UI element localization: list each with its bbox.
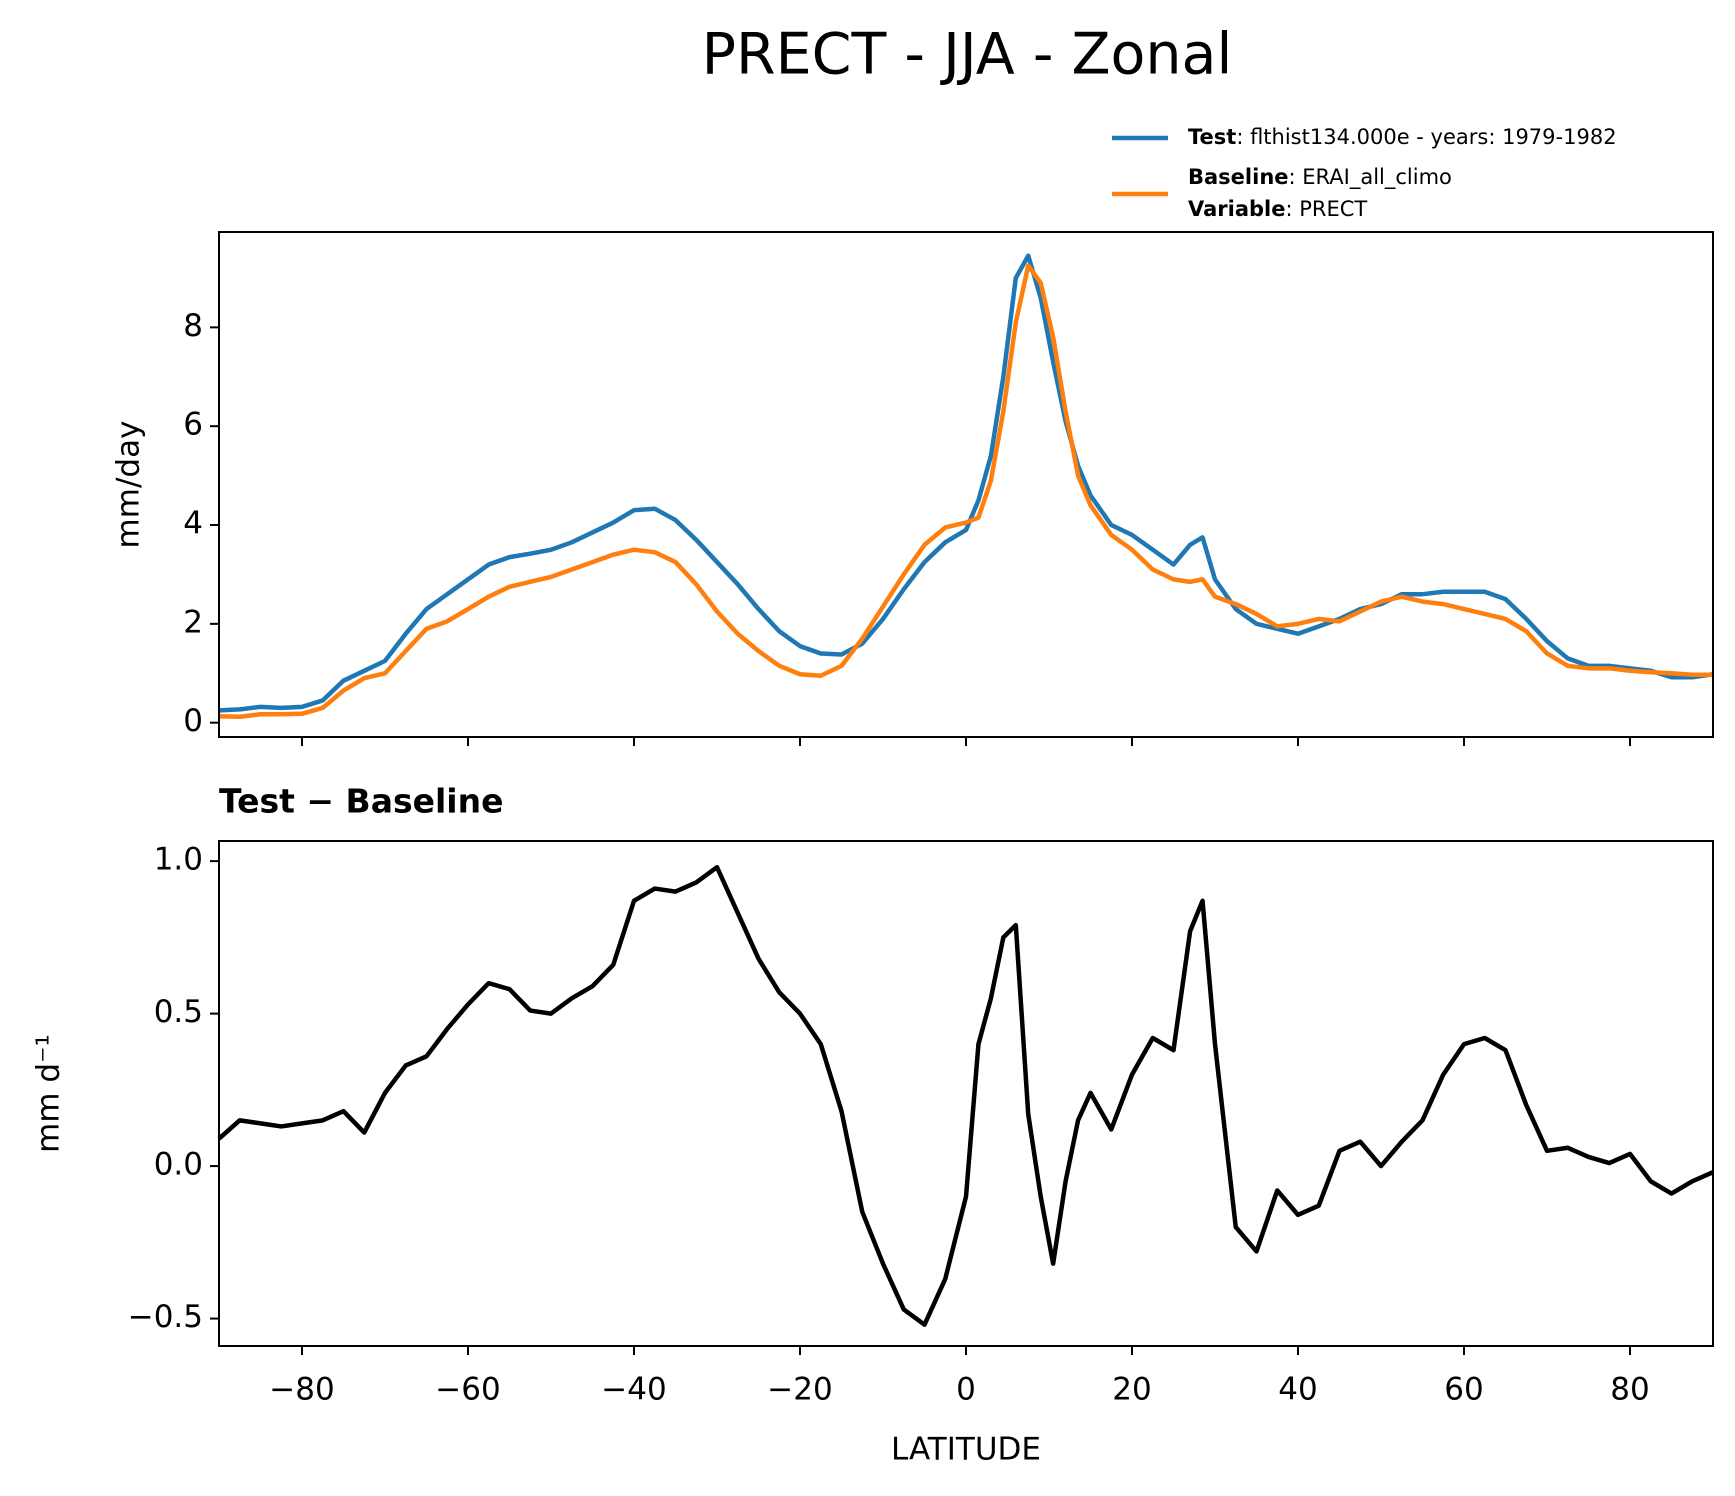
y-tick-label: −0.5: [128, 1299, 203, 1335]
x-tick-label: −40: [601, 1372, 666, 1408]
legend-entry: Test: flthist134.000e - years: 1979-1982: [1188, 125, 1617, 149]
x-tick-label: −80: [269, 1372, 334, 1408]
y-axis-label: mm/day: [111, 421, 147, 549]
legend-key: Baseline: [1188, 165, 1289, 189]
x-tick-label: 40: [1278, 1372, 1317, 1408]
legend-entry: Baseline: ERAI_all_climo: [1188, 165, 1452, 190]
y-tick-label: 2: [183, 604, 203, 640]
x-axis-label: LATITUDE: [891, 1432, 1041, 1468]
y-tick-label: 1.0: [154, 842, 203, 878]
y-tick-label: 8: [183, 308, 203, 344]
legend-text: : flthist134.000e - years: 1979-1982: [1236, 125, 1616, 149]
x-tick-label: 20: [1112, 1372, 1151, 1408]
x-tick-label: −20: [767, 1372, 832, 1408]
data-line: [218, 263, 1713, 719]
y-tick-label: 0: [183, 703, 203, 739]
figure-title: PRECT - JJA - Zonal: [702, 22, 1233, 88]
panel-title: Test − Baseline: [219, 782, 504, 821]
legend-entry: Variable: PRECT: [1188, 197, 1367, 221]
x-tick-label: 0: [956, 1372, 976, 1408]
x-tick-label: −60: [435, 1372, 500, 1408]
axes-frame: [218, 231, 1714, 738]
x-tick-label: 60: [1444, 1372, 1483, 1408]
data-line: [218, 253, 1714, 713]
axes-frame: [218, 840, 1714, 1347]
legend-key: Test: [1188, 125, 1236, 149]
y-tick-label: 4: [183, 506, 203, 542]
legend-text: : PRECT: [1285, 197, 1367, 221]
x-tick-label: 80: [1610, 1372, 1649, 1408]
legend-key: Variable: [1188, 197, 1285, 221]
y-tick-label: 0.5: [154, 994, 203, 1030]
y-axis-label: mm d⁻¹: [31, 1034, 67, 1153]
legend-text: : ERAI_all_climo: [1289, 165, 1452, 190]
data-line: [217, 864, 1714, 1327]
y-tick-label: 0.0: [154, 1147, 203, 1183]
y-tick-label: 6: [183, 407, 203, 443]
